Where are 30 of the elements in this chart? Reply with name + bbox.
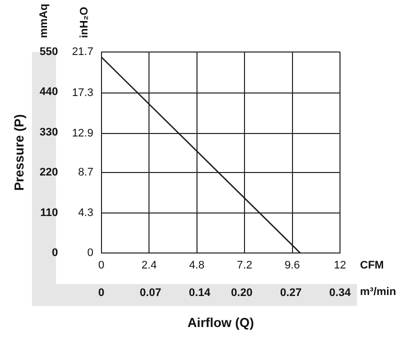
x-tick-label: 9.6 — [284, 260, 300, 272]
text: m³/min — [360, 286, 396, 298]
text: CFM — [360, 260, 384, 272]
x-tick-label: 4.8 — [189, 260, 204, 272]
x2-tick-label: 0.07 — [140, 286, 162, 299]
x-tick-label: 2.4 — [141, 260, 157, 272]
y-tick-label: 220 — [40, 166, 58, 179]
x2-tick-label: 0.34 — [329, 286, 352, 299]
x2-tick-label: 0.27 — [280, 286, 302, 299]
text: mmAq — [38, 4, 50, 38]
y2-tick-label: 0 — [87, 247, 94, 260]
x2-tick-label: 0 — [98, 286, 104, 299]
y-tick-label: 0 — [52, 247, 58, 260]
y-tick-label: 550 — [40, 46, 58, 58]
x-axis-title: Airflow (Q) — [187, 314, 254, 330]
y-tick-label: 440 — [40, 86, 58, 98]
x-tick-label: 12 — [334, 260, 346, 272]
y2-tick-label: 21.7 — [72, 46, 94, 58]
y2-tick-label: 8.7 — [78, 166, 94, 178]
y-tick-label: 110 — [40, 206, 58, 219]
y2-tick-label: 4.3 — [78, 207, 94, 220]
y2-tick-label: 17.3 — [72, 86, 94, 99]
x2-tick-label: 0.20 — [231, 286, 252, 299]
x-tick-label: 7.2 — [236, 260, 252, 272]
x2-tick-label: 0.14 — [188, 286, 212, 299]
text: inH₂O — [78, 6, 91, 38]
y-tick-label: 330 — [40, 126, 58, 138]
y-axis-title: Pressure (P) — [11, 114, 26, 191]
y2-tick-label: 12.9 — [72, 128, 94, 140]
x-tick-label: 0 — [98, 260, 104, 272]
